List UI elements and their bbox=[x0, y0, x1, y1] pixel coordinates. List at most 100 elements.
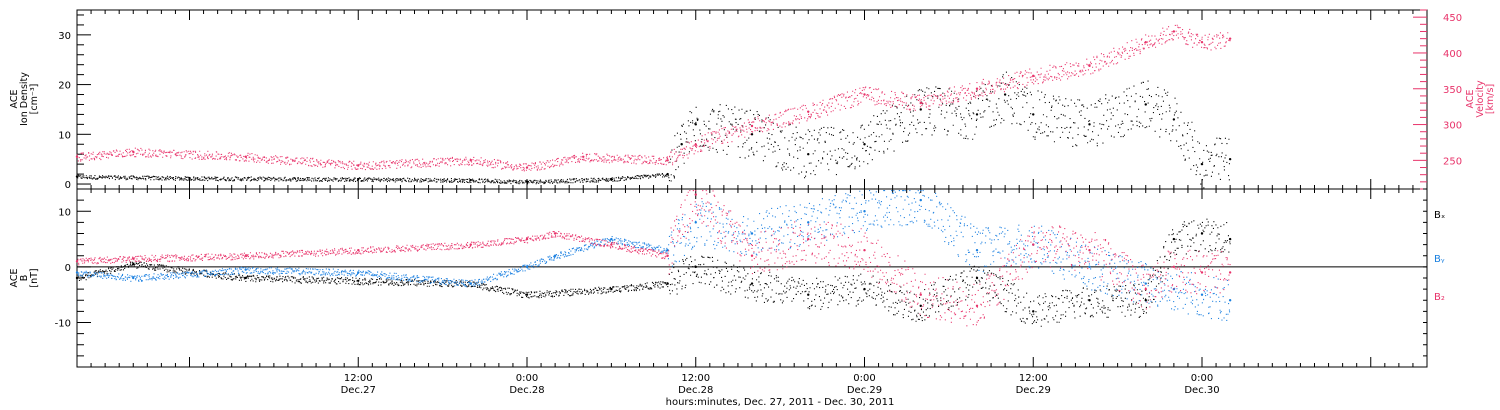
top-panel-frame bbox=[76, 9, 1428, 190]
density-point bbox=[75, 175, 79, 178]
bz-point bbox=[807, 237, 810, 241]
velocity-point bbox=[750, 124, 754, 128]
bz-scatter bbox=[77, 190, 1231, 327]
bx-point bbox=[1228, 237, 1232, 241]
by-point bbox=[863, 210, 866, 213]
by-point bbox=[1228, 299, 1232, 302]
density-point bbox=[919, 108, 922, 111]
velocity-tick-label: 400 bbox=[1443, 49, 1462, 60]
velocity-axis-label: ACE Velocity [km/s] bbox=[1465, 80, 1496, 118]
density-point bbox=[975, 113, 979, 116]
text-layer: 12:00Dec.270:00Dec.2812:00Dec.280:00Dec.… bbox=[9, 13, 1496, 396]
velocity-point bbox=[1228, 37, 1232, 40]
velocity-point bbox=[863, 93, 866, 96]
by-point bbox=[1144, 282, 1147, 285]
density-point bbox=[1172, 118, 1176, 121]
bz-point bbox=[1032, 243, 1035, 246]
x-tick-label-date: Dec.29 bbox=[847, 385, 882, 396]
velocity-tick-label: 450 bbox=[1443, 13, 1462, 24]
velocity-axis-label-line: ACE bbox=[1465, 90, 1476, 109]
x-tick-label-date: Dec.30 bbox=[1184, 385, 1219, 396]
bz-point bbox=[919, 293, 922, 296]
by-point bbox=[553, 254, 557, 257]
by-scatter bbox=[77, 190, 1231, 321]
legend-entry-bz: B₂ bbox=[1434, 292, 1445, 303]
density-axis-label-line: Ion Density bbox=[19, 72, 30, 126]
density-tick-label: 0 bbox=[65, 180, 71, 191]
density-point bbox=[863, 143, 866, 146]
velocity-tick-label: 300 bbox=[1443, 121, 1462, 132]
bx-point bbox=[919, 304, 922, 308]
density-point bbox=[807, 152, 810, 156]
density-axis-label-line: [cm⁻³] bbox=[29, 84, 40, 115]
x-tick-label-date: Dec.28 bbox=[509, 385, 544, 396]
x-tick-label-time: 12:00 bbox=[1019, 373, 1048, 384]
legend-entry-bx: Bₓ bbox=[1434, 210, 1445, 221]
x-tick-label-date: Dec.29 bbox=[1016, 385, 1051, 396]
density-axis-label-line: ACE bbox=[9, 90, 20, 109]
density-tick-label: 20 bbox=[58, 81, 71, 92]
bz-point bbox=[1144, 287, 1147, 291]
bz-point bbox=[1228, 271, 1232, 274]
velocity-tick-label: 350 bbox=[1443, 85, 1462, 96]
bx-point bbox=[1144, 299, 1147, 302]
bx-point bbox=[807, 293, 810, 296]
density-point bbox=[1088, 123, 1091, 126]
x-tick-label-time: 12:00 bbox=[344, 373, 373, 384]
b-field-axis-label: ACE B [nT] bbox=[9, 268, 40, 287]
density-scatter bbox=[77, 71, 1231, 189]
bz-point bbox=[469, 243, 472, 246]
bx-point bbox=[1088, 299, 1091, 302]
bx-point bbox=[750, 282, 754, 285]
velocity-point bbox=[975, 87, 979, 90]
velocity-axis-label-line: [km/s] bbox=[1485, 84, 1496, 114]
b-field-axis-label-line: B bbox=[19, 275, 30, 282]
tick-layer bbox=[76, 9, 1428, 368]
bz-point bbox=[1088, 248, 1091, 252]
velocity-scatter bbox=[76, 24, 1231, 172]
top-panel bbox=[76, 9, 1428, 190]
velocity-tick-label: 250 bbox=[1443, 156, 1462, 167]
by-point bbox=[807, 221, 810, 224]
x-tick-label-time: 12:00 bbox=[681, 373, 710, 384]
by-point bbox=[1200, 293, 1204, 296]
x-axis-title: hours:minutes, Dec. 27, 2011 - Dec. 30, … bbox=[666, 397, 895, 408]
density-tick-label: 30 bbox=[58, 31, 71, 42]
b-field-tick-label: 0 bbox=[65, 263, 71, 274]
x-tick-label-time: 0:00 bbox=[1191, 373, 1213, 384]
density-axis-label: ACE Ion Density [cm⁻³] bbox=[9, 72, 40, 126]
velocity-axis-label-line: Velocity bbox=[1475, 80, 1486, 118]
density-point bbox=[1144, 103, 1147, 106]
legend-entry-by: Bᵧ bbox=[1434, 254, 1445, 265]
velocity-point bbox=[919, 101, 922, 105]
bz-point bbox=[750, 254, 754, 257]
velocity-point bbox=[582, 155, 585, 158]
density-tick-label: 10 bbox=[58, 130, 71, 141]
bx-point bbox=[1032, 310, 1035, 313]
bx-point bbox=[525, 293, 529, 296]
density-point bbox=[1032, 113, 1035, 116]
by-point bbox=[75, 271, 79, 274]
bz-point bbox=[1172, 265, 1176, 269]
b-field-axis-label-line: ACE bbox=[9, 269, 20, 288]
data-layer bbox=[75, 24, 1232, 327]
x-tick-label-date: Dec.28 bbox=[678, 385, 713, 396]
x-tick-label-time: 0:00 bbox=[516, 373, 538, 384]
velocity-point bbox=[1200, 41, 1204, 44]
b-field-tick-label: 10 bbox=[58, 207, 71, 218]
velocity-point bbox=[807, 110, 810, 113]
density-point bbox=[1003, 93, 1007, 96]
b-field-axis-label-line: [nT] bbox=[29, 268, 40, 287]
x-tick-label-time: 0:00 bbox=[853, 373, 875, 384]
b-field-tick-label: -10 bbox=[55, 319, 71, 330]
velocity-point bbox=[666, 159, 669, 162]
by-point bbox=[919, 198, 922, 202]
by-point bbox=[975, 248, 979, 252]
velocity-point bbox=[1172, 30, 1176, 33]
by-point bbox=[610, 237, 613, 241]
by-point bbox=[1088, 265, 1091, 269]
bz-point bbox=[694, 193, 697, 196]
x-tick-label-date: Dec.27 bbox=[341, 385, 376, 396]
bz-point bbox=[975, 304, 979, 308]
